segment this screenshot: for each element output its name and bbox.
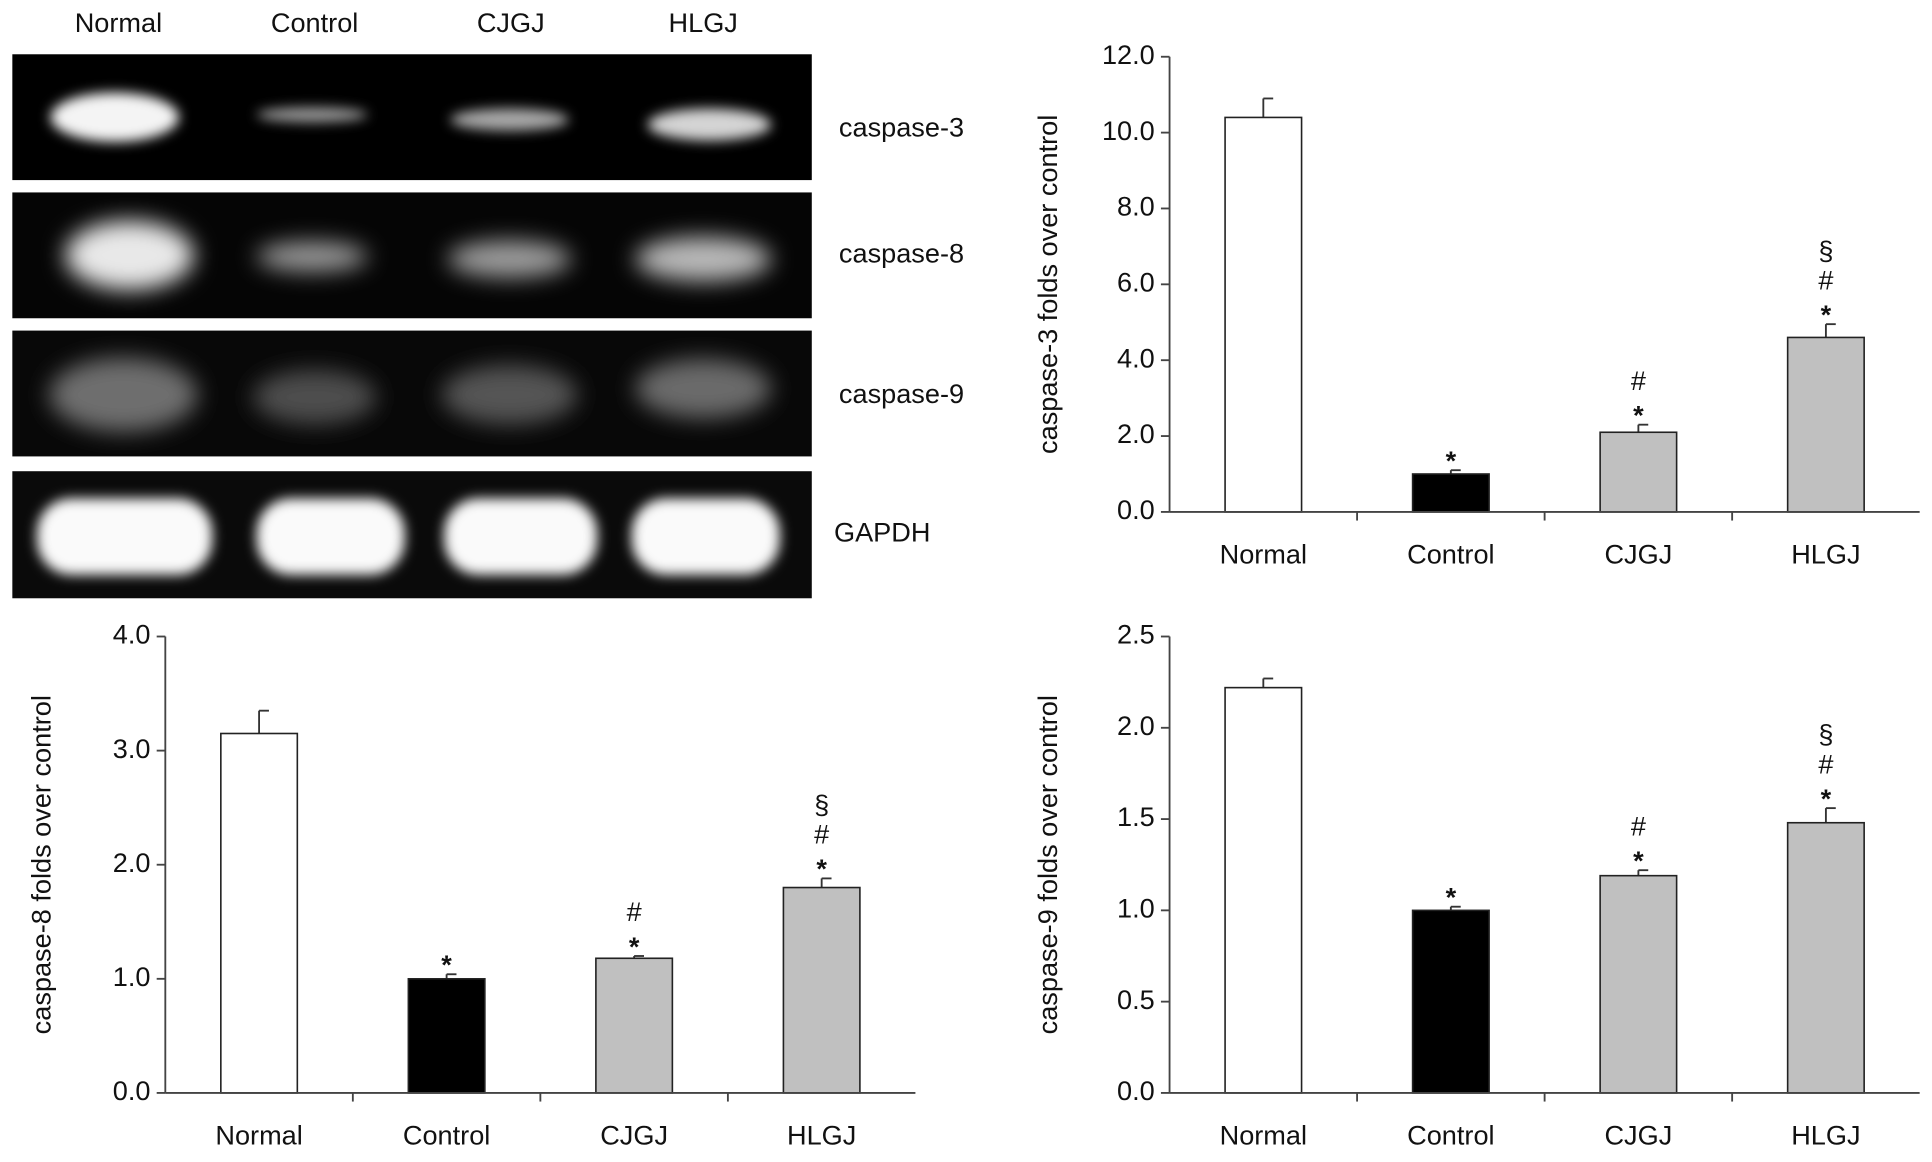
x-tick-label: Normal: [1220, 539, 1307, 570]
y-tick-label: 2.0: [1117, 418, 1155, 449]
x-tick-label: Control: [1407, 539, 1494, 570]
gel-band: [37, 498, 213, 575]
band-label: GAPDH: [834, 516, 930, 547]
y-axis-label: caspase-9 folds over control: [1032, 695, 1063, 1034]
bar: [1599, 874, 1678, 1094]
y-tick-label: 2.5: [1117, 619, 1155, 650]
annotation: *: [441, 949, 452, 980]
annotation: #: [1631, 365, 1646, 396]
x-tick-label: Control: [403, 1120, 490, 1151]
bar: [1411, 909, 1490, 1094]
annotation: *: [1633, 845, 1644, 876]
gel-band: [256, 107, 368, 123]
annotation: #: [627, 896, 642, 927]
bar: [407, 978, 486, 1094]
annotation: #: [1631, 810, 1646, 841]
gel-band: [256, 241, 368, 272]
annotation: #: [1818, 264, 1833, 295]
gel-band: [252, 370, 377, 425]
gel-band: [450, 108, 569, 131]
bar-chart: 0.0 1.0 2.0 3.0 4.0 caspase-8 folds over cont…: [25, 619, 916, 1151]
lane-label: Control: [271, 7, 358, 38]
gel-band: [635, 236, 772, 282]
annotation: §: [814, 789, 829, 820]
y-tick-label: 8.0: [1117, 191, 1155, 222]
x-tick-label: HLGJ: [1791, 1120, 1860, 1151]
gel-band: [647, 108, 772, 141]
lane-label: CJGJ: [477, 7, 545, 38]
bar: [220, 732, 299, 1094]
y-tick-label: 0.0: [113, 1075, 151, 1106]
y-tick-label: 0.5: [1117, 984, 1155, 1015]
gel-band: [447, 240, 572, 278]
band-label: caspase-3: [839, 112, 964, 143]
x-tick-label: HLGJ: [1791, 539, 1860, 570]
y-tick-label: 2.0: [113, 847, 151, 878]
gel-band: [65, 220, 194, 290]
lane-label: HLGJ: [669, 7, 738, 38]
gel-band: [635, 358, 772, 419]
y-tick-label: 0.0: [1117, 494, 1155, 525]
bar: [1786, 336, 1865, 513]
y-axis-label: caspase-3 folds over control: [1032, 115, 1063, 454]
y-tick-label: 2.0: [1117, 710, 1155, 741]
annotation: §: [1818, 719, 1833, 750]
annotation: *: [1821, 299, 1832, 330]
annotation: *: [1446, 881, 1457, 912]
y-axis-label: caspase-8 folds over control: [25, 695, 56, 1034]
bar: [1599, 431, 1678, 513]
y-tick-label: 10.0: [1102, 115, 1155, 146]
band-label: caspase-8: [839, 238, 964, 269]
annotation: *: [1446, 445, 1457, 476]
x-tick-label: HLGJ: [787, 1120, 856, 1151]
y-tick-label: 4.0: [113, 619, 151, 650]
band-label: caspase-9: [839, 378, 964, 409]
annotation: *: [1633, 399, 1644, 430]
gel-band: [444, 498, 598, 575]
bar-chart: 0.0 0.5 1.0 1.5 2.0 2.5 caspase-9 folds over c…: [1032, 619, 1920, 1151]
gel-band: [50, 92, 179, 142]
x-tick-label: Normal: [1220, 1120, 1307, 1151]
bar: [1224, 116, 1303, 513]
annotation: §: [1818, 235, 1833, 266]
y-tick-label: 12.0: [1102, 39, 1155, 70]
y-tick-label: 1.0: [113, 961, 151, 992]
bar: [595, 957, 674, 1094]
lane-label: Normal: [75, 7, 162, 38]
x-tick-label: CJGJ: [600, 1120, 668, 1151]
gel-band: [441, 365, 578, 425]
y-tick-label: 3.0: [113, 733, 151, 764]
y-tick-label: 1.0: [1117, 893, 1155, 924]
annotation: *: [629, 931, 640, 962]
x-tick-label: CJGJ: [1604, 539, 1672, 570]
gel-band: [631, 498, 780, 575]
y-tick-label: 4.0: [1117, 342, 1155, 373]
annotation: #: [1818, 748, 1833, 779]
gel-band: [256, 498, 405, 575]
x-tick-label: Normal: [215, 1120, 302, 1151]
bar: [1786, 821, 1865, 1094]
y-tick-label: 1.5: [1117, 801, 1155, 832]
y-tick-label: 6.0: [1117, 267, 1155, 298]
bar: [1224, 686, 1303, 1094]
annotation: #: [814, 819, 829, 850]
bar: [1411, 473, 1490, 513]
gel-band: [49, 357, 198, 432]
y-tick-label: 0.0: [1117, 1075, 1155, 1106]
x-tick-label: Control: [1407, 1120, 1494, 1151]
annotation: *: [816, 853, 827, 884]
bar: [782, 886, 861, 1094]
gel: Normal Control CJGJ HLGJ caspase-3 caspa…: [12, 7, 964, 599]
annotation: *: [1821, 783, 1832, 814]
x-tick-label: CJGJ: [1604, 1120, 1672, 1151]
bar-chart: 0.0 2.0 4.0 6.0 8.0 10.0 12.0 caspase-3 folds o…: [1032, 39, 1920, 570]
